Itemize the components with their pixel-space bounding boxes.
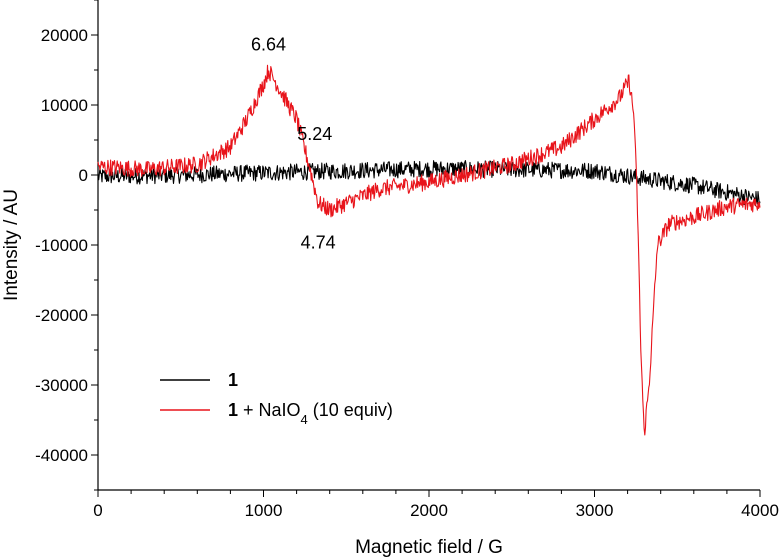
legend-label-text: + NaIO [238, 400, 301, 420]
series-line-0 [97, 160, 761, 207]
series-layer [97, 64, 761, 436]
x-tick-label: 3000 [576, 501, 614, 520]
y-axis-title: Intensity / AU [1, 189, 22, 301]
y-tick-label: 10000 [41, 96, 88, 115]
legend-label-tail: (10 equiv) [308, 400, 393, 420]
x-axis-title: Magnetic field / G [355, 537, 503, 558]
x-tick-label: 1000 [245, 501, 283, 520]
y-tick-label: -30000 [35, 376, 88, 395]
legend-label-subscript: 4 [301, 412, 308, 427]
y-tick-label: -20000 [35, 306, 88, 325]
x-tick-label: 0 [93, 501, 102, 520]
peak-label: 5.24 [297, 124, 332, 144]
y-tick-label: -40000 [35, 446, 88, 465]
legend: 11 + NaIO4 (10 equiv) [160, 370, 393, 427]
legend-label-bold: 1 [228, 400, 238, 420]
x-tick-label: 4000 [741, 501, 779, 520]
series-line-1 [97, 64, 761, 436]
y-tick-label: 20000 [41, 26, 88, 45]
y-tick-label: 0 [79, 166, 88, 185]
x-tick-label: 2000 [410, 501, 448, 520]
legend-label-1: 1 + NaIO4 (10 equiv) [228, 400, 393, 427]
peak-label: 6.64 [251, 34, 286, 54]
y-tick-label: -10000 [35, 236, 88, 255]
peak-label: 4.74 [301, 233, 336, 253]
peak-annotations: 6.64 5.24 4.74 [251, 34, 336, 252]
legend-label-bold: 1 [228, 370, 238, 390]
legend-label-0: 1 [228, 370, 238, 390]
